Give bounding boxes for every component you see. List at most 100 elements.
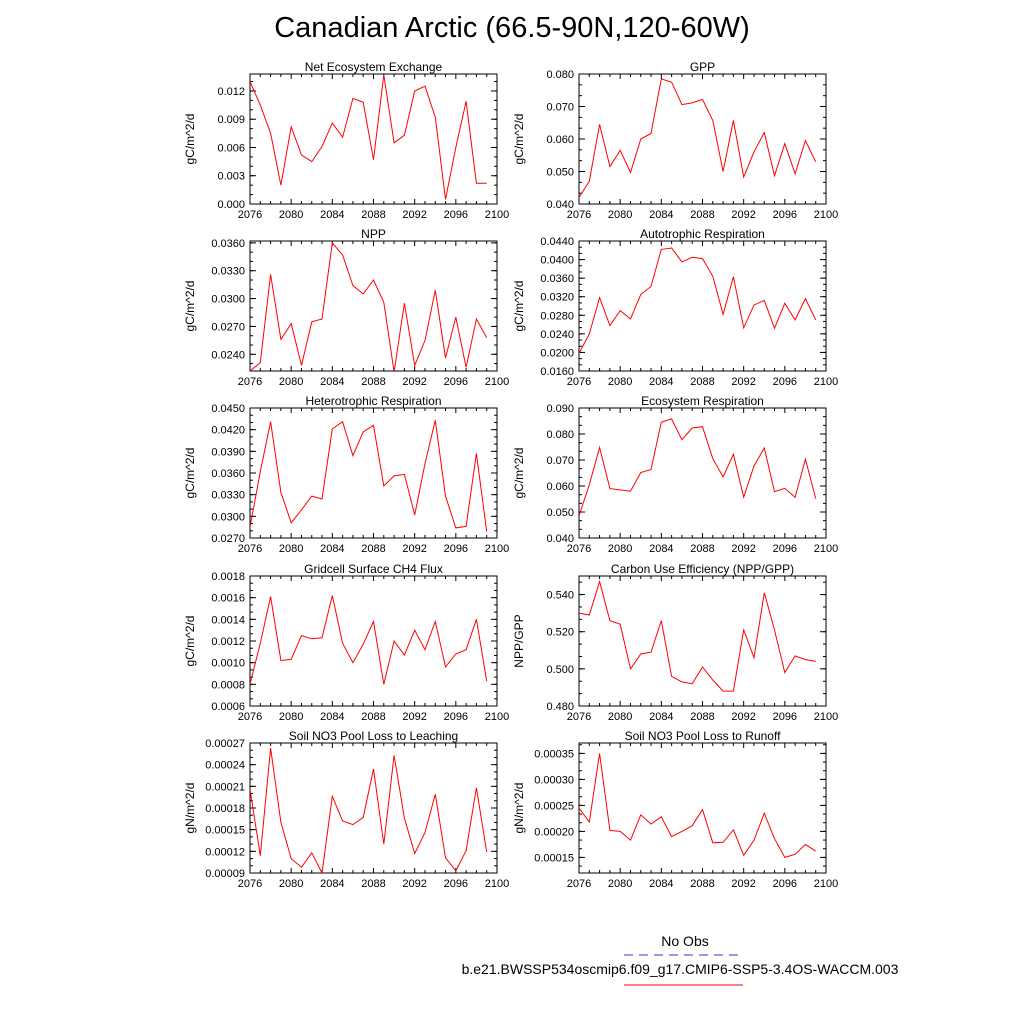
- x-tick-label: 2076: [238, 209, 262, 221]
- y-tick-label: 0.0360: [540, 273, 574, 285]
- panel-title: GPP: [690, 60, 715, 74]
- y-tick-label: 0.0300: [211, 294, 245, 306]
- x-tick-label: 2100: [814, 209, 838, 221]
- panel-5: Heterotrophic Respiration 2076 2080 2084 208…: [183, 394, 509, 555]
- panel-7: Gridcell Surface CH4 Flux 2076 2080 2084 208…: [183, 562, 509, 723]
- x-tick-label: 2096: [444, 711, 468, 723]
- y-tick-label: 0.00035: [534, 748, 574, 760]
- y-axis-label: gC/m^2/d: [183, 114, 197, 165]
- x-tick-label: 2080: [279, 543, 303, 555]
- y-tick-label: 0.0440: [540, 236, 574, 248]
- y-tick-label: 0.0400: [540, 255, 574, 267]
- y-axis-label: gC/m^2/d: [183, 616, 197, 667]
- panel-8: Carbon Use Efficiency (NPP/GPP) 2076 2080 2…: [512, 562, 838, 723]
- x-tick-label: 2100: [814, 376, 838, 388]
- x-tick-label: 2092: [731, 543, 755, 555]
- series-line: [579, 579, 816, 692]
- panel-2: GPP 2076 2080 2084 2088 2092 2096 2100 0.040 0.05…: [512, 60, 838, 221]
- series-line: [250, 241, 488, 371]
- panel-frame: [249, 742, 498, 874]
- x-tick-label: 2084: [649, 711, 673, 723]
- y-tick-label: 0.080: [546, 429, 574, 441]
- x-tick-label: 2080: [279, 209, 303, 221]
- y-axis-label: gN/m^2/d: [512, 783, 526, 834]
- series-line: [250, 420, 488, 532]
- y-tick-label: 0.520: [546, 627, 574, 639]
- x-tick-label: 2084: [649, 543, 673, 555]
- x-tick-label: 2096: [773, 209, 797, 221]
- series-line: [579, 418, 817, 517]
- x-tick-label: 2092: [731, 878, 755, 890]
- y-tick-label: 0.0270: [211, 533, 245, 545]
- x-tick-label: 2100: [814, 878, 838, 890]
- x-tick-label: 2084: [649, 209, 673, 221]
- panel-frame: [249, 575, 498, 707]
- x-tick-label: 2096: [773, 878, 797, 890]
- panel-frame: [578, 240, 827, 372]
- y-tick-label: 0.00021: [205, 781, 245, 793]
- x-tick-label: 2092: [402, 209, 426, 221]
- panel-title: Gridcell Surface CH4 Flux: [304, 562, 443, 576]
- x-tick-label: 2084: [320, 711, 344, 723]
- panel-frame: [578, 73, 827, 205]
- y-tick-label: 0.00025: [534, 800, 574, 812]
- panel-frame: [578, 575, 827, 707]
- y-tick-label: 0.00030: [534, 774, 574, 786]
- panel-9: Soil NO3 Pool Loss to Leaching 2076 2080 20…: [183, 729, 509, 890]
- y-tick-label: 0.006: [217, 142, 245, 154]
- x-tick-label: 2076: [567, 711, 591, 723]
- y-axis-label: gC/m^2/d: [512, 114, 526, 165]
- x-tick-label: 2088: [361, 376, 385, 388]
- x-tick-label: 2084: [320, 376, 344, 388]
- y-tick-label: 0.040: [546, 533, 574, 545]
- x-tick-label: 2076: [567, 878, 591, 890]
- y-axis-label: gC/m^2/d: [183, 448, 197, 499]
- x-tick-label: 2076: [238, 711, 262, 723]
- x-tick-label: 2096: [444, 209, 468, 221]
- y-tick-label: 0.0280: [540, 310, 574, 322]
- x-tick-label: 2080: [608, 711, 632, 723]
- y-tick-label: 0.0014: [211, 614, 245, 626]
- y-tick-label: 0.0240: [211, 349, 245, 361]
- legend-obs-label: No Obs: [661, 933, 709, 949]
- x-tick-label: 2100: [485, 878, 509, 890]
- y-tick-label: 0.00018: [205, 803, 245, 815]
- x-tick-label: 2096: [444, 878, 468, 890]
- x-tick-label: 2088: [690, 711, 714, 723]
- y-tick-label: 0.0420: [211, 425, 245, 437]
- x-tick-label: 2088: [361, 878, 385, 890]
- y-axis-label: gN/m^2/d: [183, 783, 197, 834]
- figure-title: Canadian Arctic (66.5-90N,120-60W): [274, 12, 750, 44]
- x-tick-label: 2100: [485, 711, 509, 723]
- x-tick-label: 2092: [402, 376, 426, 388]
- y-tick-label: 0.060: [546, 481, 574, 493]
- panel-3: NPP 2076 2080 2084 2088 2092 2096 2100 0.0240 0.0…: [183, 227, 509, 388]
- x-tick-label: 2080: [608, 376, 632, 388]
- y-tick-label: 0.0200: [540, 347, 574, 359]
- y-tick-label: 0.0240: [540, 329, 574, 341]
- y-tick-label: 0.0330: [211, 266, 245, 278]
- x-tick-label: 2080: [608, 878, 632, 890]
- panel-title: Soil NO3 Pool Loss to Runoff: [625, 729, 782, 743]
- y-tick-label: 0.0450: [211, 403, 245, 415]
- x-tick-label: 2088: [361, 209, 385, 221]
- panel-frame: [249, 240, 498, 372]
- x-tick-label: 2092: [402, 543, 426, 555]
- x-tick-label: 2076: [238, 543, 262, 555]
- y-tick-label: 0.00015: [534, 852, 574, 864]
- x-tick-label: 2088: [690, 543, 714, 555]
- y-tick-label: 0.0006: [211, 701, 245, 713]
- x-tick-label: 2080: [279, 376, 303, 388]
- y-tick-label: 0.0330: [211, 490, 245, 502]
- y-tick-label: 0.00020: [534, 826, 574, 838]
- x-tick-label: 2084: [320, 878, 344, 890]
- series-line: [579, 78, 817, 198]
- x-tick-label: 2096: [773, 376, 797, 388]
- y-tick-label: 0.00027: [205, 738, 245, 750]
- x-tick-label: 2080: [279, 878, 303, 890]
- panel-title: Carbon Use Efficiency (NPP/GPP): [611, 562, 794, 576]
- series-line: [579, 753, 816, 858]
- y-tick-label: 0.080: [546, 69, 574, 81]
- x-tick-label: 2100: [814, 711, 838, 723]
- x-tick-label: 2092: [402, 878, 426, 890]
